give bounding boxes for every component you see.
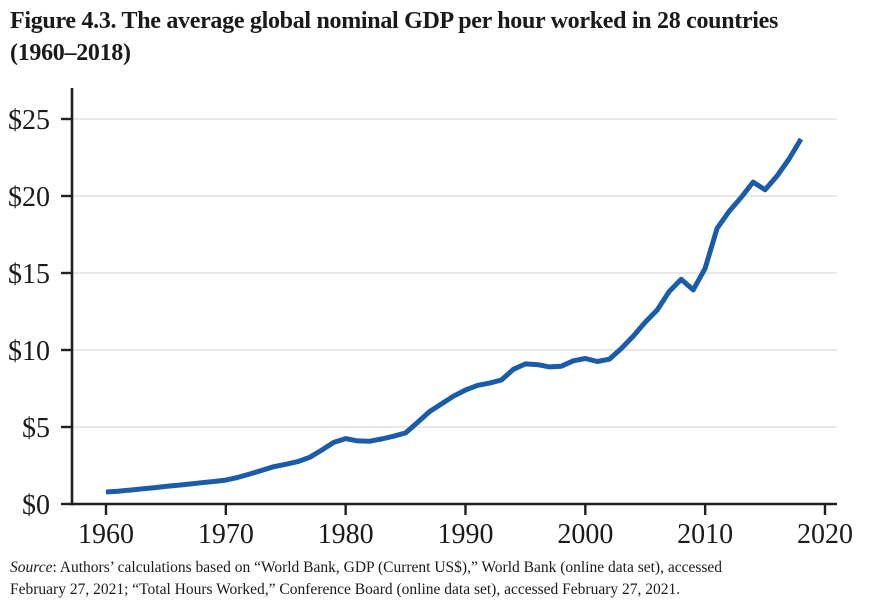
source-note: Source: Authors’ calculations based on “… xyxy=(10,557,870,601)
source-line1-rest: : Authors’ calculations based on “World … xyxy=(52,559,723,576)
figure-title: Figure 4.3. The average global nominal G… xyxy=(10,5,778,69)
y-axis-tick-label: $0 xyxy=(22,490,50,521)
gdp-per-hour-line xyxy=(105,137,804,495)
figure-title-line1: Figure 4.3. The average global nominal G… xyxy=(10,8,779,34)
y-axis-tick-label: $25 xyxy=(8,105,50,136)
y-axis-tick-label: $15 xyxy=(8,259,50,290)
x-axis-tick-label: 1990 xyxy=(437,519,493,550)
y-axis-tick-label: $20 xyxy=(8,182,50,213)
x-axis-tick-label: 2020 xyxy=(797,519,853,550)
y-axis-tick-label: $5 xyxy=(22,413,50,444)
x-axis-tick-label: 2000 xyxy=(557,519,613,550)
source-label: Source xyxy=(10,559,53,576)
source-line1: Source: Authors’ calculations based on “… xyxy=(10,557,870,579)
figure-title-line2: (1960–2018) xyxy=(10,40,131,66)
x-axis-tick-label: 1980 xyxy=(318,519,374,550)
y-axis-tick-label: $10 xyxy=(8,336,50,367)
x-axis-tick-label: 1960 xyxy=(78,519,134,550)
x-axis-tick-label: 2010 xyxy=(677,519,733,550)
source-line2: February 27, 2021; “Total Hours Worked,”… xyxy=(10,581,681,598)
x-axis-tick-label: 1970 xyxy=(198,519,254,550)
